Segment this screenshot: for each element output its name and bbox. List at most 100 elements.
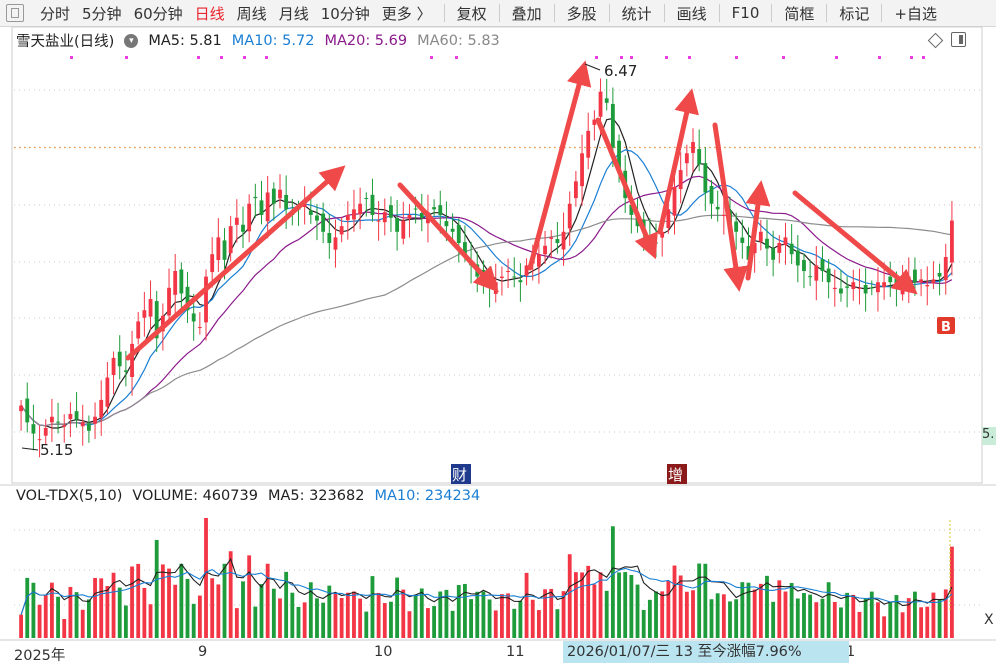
trend-arrow [712, 122, 749, 292]
volume-bar [703, 563, 708, 638]
volume-indicator-name: VOL-TDX(5,10) [16, 488, 123, 504]
volume-bar [68, 586, 73, 638]
candle-body [617, 140, 621, 171]
volume-bar [216, 584, 221, 638]
volume-ma5-line [20, 557, 953, 615]
candle-body [321, 213, 326, 232]
candle-body [130, 343, 134, 378]
candle-body [376, 220, 381, 222]
period-tab-weekly[interactable]: 周线 [236, 4, 267, 23]
candle-body [74, 411, 79, 420]
signal-marker [595, 56, 598, 59]
candle-body [265, 192, 270, 222]
candle-body [450, 228, 455, 232]
volume-bar [950, 546, 954, 638]
signal-marker [782, 56, 785, 59]
candle-body [882, 282, 887, 288]
volume-bar [228, 551, 233, 638]
financial-report-badge [451, 464, 471, 484]
candle-body [765, 238, 769, 249]
candle-body [228, 226, 233, 254]
volume-bar [142, 587, 147, 638]
trend-arrow [397, 182, 499, 293]
draw-button[interactable]: 画线 [676, 4, 707, 23]
volume-bar [691, 590, 695, 638]
buy-signal-label: B [941, 320, 951, 335]
volume-bar [364, 611, 369, 638]
price-pane-frame [11, 26, 983, 484]
candle-body [167, 287, 171, 316]
candle-body [191, 313, 196, 322]
overlay-button[interactable]: 叠加 [511, 4, 542, 23]
trend-arrow [125, 165, 346, 361]
candle-body [573, 181, 578, 199]
volume-bar [19, 614, 23, 638]
candle-body [629, 204, 634, 215]
period-tab-monthly[interactable]: 月线 [278, 4, 309, 23]
period-tab-more[interactable]: 更多 〉 [381, 4, 432, 23]
volume-bar [210, 578, 215, 638]
ma-settings-icon[interactable]: ▾ [124, 33, 139, 48]
candle-body [68, 413, 73, 420]
volume-bar [530, 599, 535, 638]
volume-bar [795, 598, 800, 638]
volume-bar [623, 572, 628, 638]
volume-bar [925, 606, 930, 638]
toolbar-divider [663, 4, 665, 22]
volume-bar [746, 582, 751, 638]
period-tab-10min[interactable]: 10分钟 [320, 4, 370, 23]
volume-bar [900, 612, 905, 638]
candle-body [382, 212, 387, 223]
volume-bar [456, 585, 461, 638]
candle-body [284, 194, 289, 210]
signal-marker [910, 56, 913, 59]
volume-bar [913, 591, 917, 638]
volume-bar [284, 571, 289, 638]
candle-body [832, 287, 837, 290]
ma5-line [20, 117, 953, 429]
stats-button[interactable]: 统计 [621, 4, 652, 23]
period-tab-1min[interactable]: 分时 [40, 4, 71, 23]
volume-bar [826, 582, 831, 638]
candle-body [481, 269, 486, 283]
volume-bar [419, 588, 424, 638]
adjust-button[interactable]: 复权 [456, 4, 487, 23]
period-tab-5min[interactable]: 5分钟 [82, 4, 122, 23]
layout-toggle-icon[interactable] [6, 4, 24, 22]
volume-bar [573, 572, 578, 638]
volume-bar [136, 563, 141, 638]
add-watchlist-button[interactable]: +自选 [894, 4, 937, 23]
volume-bar [271, 588, 276, 638]
volume-bar [111, 572, 116, 638]
multi-stock-button[interactable]: 多股 [566, 4, 597, 23]
volume-bar [345, 592, 350, 638]
volume-bar [555, 609, 560, 638]
signal-marker [922, 56, 925, 59]
candle-body [789, 243, 794, 255]
candle-body [302, 203, 307, 208]
f10-button[interactable]: F10 [731, 4, 760, 22]
panel-toggle-icon[interactable] [951, 32, 966, 47]
diamond-icon[interactable] [927, 32, 944, 49]
candle-body [802, 260, 806, 272]
candle-body [857, 287, 862, 289]
close-icon[interactable]: X [984, 612, 994, 628]
volume-bar [684, 591, 689, 638]
volume-bar [882, 616, 887, 638]
volume-bar [86, 599, 91, 638]
period-tab-60min[interactable]: 60分钟 [133, 4, 183, 23]
volume-bar [820, 598, 825, 638]
volume-bar [438, 591, 443, 638]
price-legend: 雪天盐业(日线) ▾ MA5: 5.81 MA10: 5.72 MA20: 5.… [16, 30, 500, 51]
candle-body [259, 200, 264, 215]
mark-button[interactable]: 标记 [839, 4, 870, 23]
candle-body [839, 288, 843, 294]
volume-bar [758, 583, 763, 638]
candle-body [703, 163, 708, 193]
simple-frame-button[interactable]: 简框 [784, 4, 815, 23]
candle-body [943, 256, 948, 281]
high-price-label: 6.47 [604, 62, 637, 80]
volume-bar [31, 582, 36, 638]
period-tab-daily[interactable]: 日线 [194, 4, 225, 23]
candle-body [148, 299, 153, 317]
